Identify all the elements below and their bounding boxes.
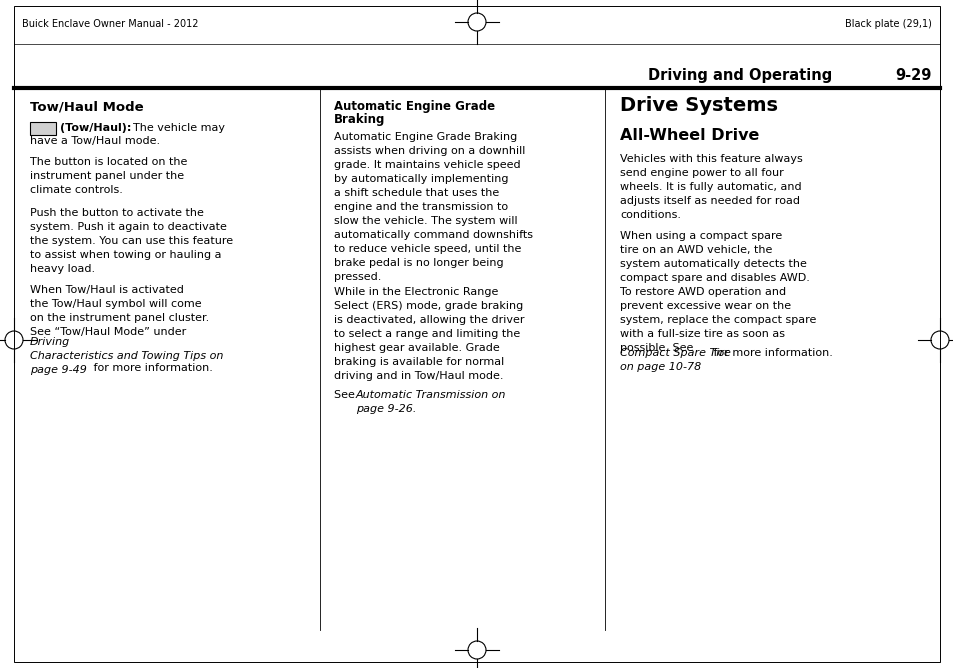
Text: When Tow/Haul is activated
the Tow/Haul symbol will come
on the instrument panel: When Tow/Haul is activated the Tow/Haul … xyxy=(30,285,209,337)
Text: Driving
Characteristics and Towing Tips on
page 9-49: Driving Characteristics and Towing Tips … xyxy=(30,337,223,375)
Text: Buick Enclave Owner Manual - 2012: Buick Enclave Owner Manual - 2012 xyxy=(22,19,198,29)
Text: Automatic Engine Grade: Automatic Engine Grade xyxy=(334,100,495,113)
Text: Automatic Transmission on
page 9-26.: Automatic Transmission on page 9-26. xyxy=(355,390,506,414)
Text: for more information.: for more information. xyxy=(90,363,213,373)
Text: have a Tow/Haul mode.: have a Tow/Haul mode. xyxy=(30,136,160,146)
Text: (Tow/Haul):: (Tow/Haul): xyxy=(60,123,132,133)
Text: Drive Systems: Drive Systems xyxy=(619,96,778,115)
Text: Black plate (29,1): Black plate (29,1) xyxy=(844,19,931,29)
Text: Push the button to activate the
system. Push it again to deactivate
the system. : Push the button to activate the system. … xyxy=(30,208,233,274)
Text: 9-29: 9-29 xyxy=(895,68,931,83)
Text: The vehicle may: The vehicle may xyxy=(126,123,225,133)
Text: See: See xyxy=(334,390,358,400)
Text: All-Wheel Drive: All-Wheel Drive xyxy=(619,128,759,143)
Text: While in the Electronic Range
Select (ERS) mode, grade braking
is deactivated, a: While in the Electronic Range Select (ER… xyxy=(334,287,524,381)
Text: When using a compact spare
tire on an AWD vehicle, the
system automatically dete: When using a compact spare tire on an AW… xyxy=(619,231,816,353)
Bar xyxy=(30,122,56,135)
Text: Automatic Engine Grade Braking
assists when driving on a downhill
grade. It main: Automatic Engine Grade Braking assists w… xyxy=(334,132,533,282)
Text: for more information.: for more information. xyxy=(709,348,832,358)
Text: Compact Spare Tire
on page 10-78: Compact Spare Tire on page 10-78 xyxy=(619,348,730,372)
Text: Braking: Braking xyxy=(334,113,385,126)
Text: Tow/Haul Mode: Tow/Haul Mode xyxy=(30,100,144,113)
Text: Vehicles with this feature always
send engine power to all four
wheels. It is fu: Vehicles with this feature always send e… xyxy=(619,154,801,220)
Text: Driving and Operating: Driving and Operating xyxy=(647,68,831,83)
Text: The button is located on the
instrument panel under the
climate controls.: The button is located on the instrument … xyxy=(30,157,187,195)
